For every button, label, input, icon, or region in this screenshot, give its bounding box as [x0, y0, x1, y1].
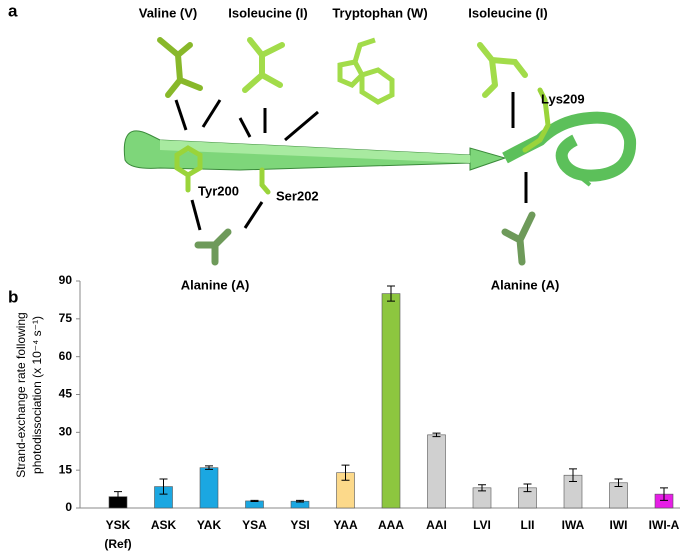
bar — [199, 467, 219, 509]
error-bar — [250, 499, 259, 502]
x-tick-label: IWA — [562, 518, 585, 532]
protein-diagram — [123, 37, 637, 266]
panel-label: b — [8, 287, 18, 306]
x-tick-label: IWI — [610, 518, 628, 532]
residue-label: Alanine (A) — [181, 277, 250, 292]
error-bar — [523, 483, 532, 493]
x-tick-label: YSI — [290, 518, 309, 532]
y-tick-label: 75 — [59, 311, 73, 325]
y-tick-label: 0 — [65, 500, 72, 514]
residue-label: Isoleucine (I) — [228, 5, 307, 20]
error-bar — [296, 499, 304, 503]
y-tick-label: 90 — [59, 273, 73, 287]
residue-label: Ser202 — [276, 188, 319, 203]
x-tick-label: ASK — [151, 518, 177, 532]
arrows — [174, 92, 528, 231]
panel-label: a — [8, 1, 18, 20]
bar — [245, 500, 264, 509]
error-bar — [478, 484, 486, 492]
x-tick-label: LII — [521, 518, 535, 532]
error-bar — [614, 478, 623, 488]
error-bar — [205, 465, 213, 470]
y-tick-label: 60 — [59, 349, 73, 363]
bar — [381, 293, 401, 509]
x-tick-label: IWI-A — [649, 518, 680, 532]
x-tick-note: (Ref) — [104, 537, 131, 551]
y-axis-label: photodissociation (x 10⁻⁴ s⁻¹) — [30, 316, 44, 474]
residue-label: Valine (V) — [139, 5, 198, 20]
x-tick-label: YAA — [333, 518, 358, 532]
x-tick-label: AAA — [378, 518, 404, 532]
error-bar — [660, 487, 668, 501]
x-tick-label: YAK — [197, 518, 222, 532]
residue-label: Lys209 — [541, 91, 585, 106]
residue-label: Alanine (A) — [491, 277, 560, 292]
bar — [427, 434, 446, 509]
residue-label: Tryptophan (W) — [332, 5, 427, 20]
x-tick-label: YSK — [106, 518, 131, 532]
residue-label: Tyr200 — [198, 183, 239, 198]
y-tick-label: 15 — [59, 462, 73, 476]
error-bar — [569, 468, 577, 483]
x-tick-label: YSA — [242, 518, 267, 532]
error-bar — [432, 432, 441, 438]
x-tick-label: LVI — [473, 518, 491, 532]
error-bar — [341, 464, 350, 481]
y-tick-label: 45 — [59, 387, 73, 401]
y-axis-label: Strand-exchange rate following — [14, 312, 28, 477]
error-bar — [159, 478, 168, 495]
x-tick-label: AAI — [426, 518, 447, 532]
error-bar — [114, 491, 122, 503]
y-tick-label: 30 — [59, 425, 73, 439]
error-bar — [387, 285, 395, 302]
residue-label: Isoleucine (I) — [468, 5, 547, 20]
